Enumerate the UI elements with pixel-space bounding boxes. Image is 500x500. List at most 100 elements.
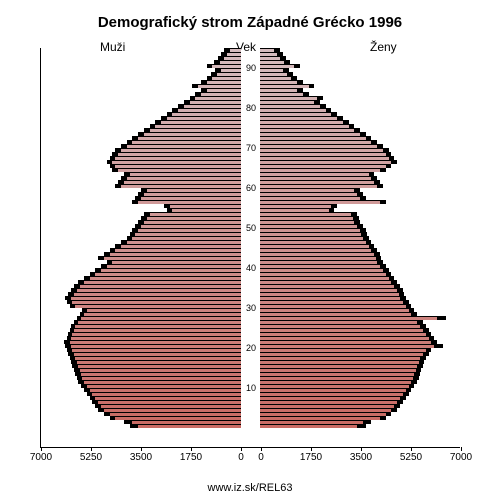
female-bar-row — [260, 316, 460, 320]
male-bar-inner — [72, 349, 241, 352]
male-bar-inner — [138, 201, 241, 204]
female-bar-inner — [260, 281, 391, 284]
female-bar-row — [260, 304, 460, 308]
male-bar-row — [41, 132, 241, 136]
female-bar-inner — [260, 325, 420, 328]
male-bar-row — [41, 416, 241, 420]
male-bar-inner — [170, 205, 241, 208]
female-bar-row — [260, 320, 460, 324]
female-bar-row — [260, 116, 460, 120]
male-bar-inner — [138, 229, 241, 232]
male-bar-row — [41, 172, 241, 176]
male-bar-row — [41, 168, 241, 172]
female-bar-row — [260, 124, 460, 128]
x-tick-mark — [461, 447, 462, 451]
male-bar-inner — [107, 265, 241, 268]
male-side — [41, 48, 241, 428]
female-bar-row — [260, 416, 460, 420]
male-bar-inner — [71, 297, 241, 300]
male-bar-row — [41, 212, 241, 216]
female-bar-row — [260, 192, 460, 196]
female-bar-inner — [260, 369, 416, 372]
female-bar-inner — [260, 209, 329, 212]
female-bar-inner — [260, 269, 383, 272]
female-bar-inner — [260, 141, 371, 144]
female-bar-inner — [260, 293, 399, 296]
female-bar-row — [260, 88, 460, 92]
male-bar-inner — [104, 257, 241, 260]
y-tick-label: 20 — [241, 343, 261, 353]
male-bar-inner — [198, 85, 241, 88]
male-bar-row — [41, 192, 241, 196]
male-bar-inner — [220, 61, 241, 64]
female-bar-inner — [260, 373, 414, 376]
female-bar-inner — [260, 125, 349, 128]
female-bar-inner — [260, 277, 389, 280]
female-bar-inner — [260, 297, 400, 300]
female-bar-inner — [260, 181, 374, 184]
female-bar-inner — [260, 93, 303, 96]
male-bar-row — [41, 344, 241, 348]
male-bar-inner — [141, 197, 241, 200]
female-bar-inner — [260, 201, 380, 204]
female-bar-inner — [260, 333, 426, 336]
male-bar-row — [41, 380, 241, 384]
x-tick-mark — [361, 447, 362, 451]
female-bar-inner — [260, 345, 434, 348]
male-bar-inner — [84, 381, 241, 384]
male-bar-inner — [172, 113, 241, 116]
male-bar-inner — [212, 77, 241, 80]
female-bar-inner — [260, 153, 386, 156]
male-bar-inner — [98, 401, 241, 404]
male-bar-row — [41, 160, 241, 164]
male-bar-inner — [90, 277, 241, 280]
female-bar-inner — [260, 357, 420, 360]
male-bar-inner — [115, 249, 241, 252]
male-bar-row — [41, 200, 241, 204]
male-bar-row — [41, 336, 241, 340]
female-bar-inner — [260, 213, 351, 216]
male-bar-row — [41, 92, 241, 96]
male-bar-inner — [124, 181, 241, 184]
female-bar-inner — [260, 205, 331, 208]
female-bar-row — [260, 232, 460, 236]
female-bar-inner — [260, 177, 371, 180]
male-bar-row — [41, 300, 241, 304]
female-bar-row — [260, 140, 460, 144]
female-bar-inner — [260, 309, 409, 312]
male-bar-row — [41, 196, 241, 200]
female-bar-row — [260, 212, 460, 216]
male-bar-inner — [77, 289, 241, 292]
male-bar-row — [41, 204, 241, 208]
source-url: www.iz.sk/REL63 — [0, 482, 500, 494]
female-bar-inner — [260, 57, 280, 60]
x-tick-mark — [261, 447, 262, 451]
male-bar-inner — [90, 389, 241, 392]
male-bar-row — [41, 48, 241, 52]
male-bar-row — [41, 88, 241, 92]
female-bar-row — [260, 108, 460, 112]
male-bar-row — [41, 232, 241, 236]
male-bar-inner — [112, 261, 241, 264]
male-bar-inner — [201, 93, 241, 96]
female-bar-inner — [260, 409, 391, 412]
female-bar-inner — [260, 401, 397, 404]
male-bar-row — [41, 128, 241, 132]
female-bar-row — [260, 176, 460, 180]
female-bar-inner — [260, 225, 357, 228]
female-bar-inner — [260, 285, 394, 288]
male-bar-row — [41, 236, 241, 240]
male-bar-inner — [132, 141, 241, 144]
male-bar-inner — [195, 97, 241, 100]
male-bar-row — [41, 136, 241, 140]
male-bar-inner — [95, 273, 241, 276]
male-bar-row — [41, 260, 241, 264]
y-tick-label: 10 — [241, 383, 261, 393]
x-tick-label: 0 — [258, 452, 264, 463]
female-bar-row — [260, 248, 460, 252]
female-bar-inner — [260, 253, 374, 256]
male-bar-row — [41, 208, 241, 212]
female-bar-inner — [260, 405, 394, 408]
male-bar-row — [41, 284, 241, 288]
male-bar-row — [41, 296, 241, 300]
